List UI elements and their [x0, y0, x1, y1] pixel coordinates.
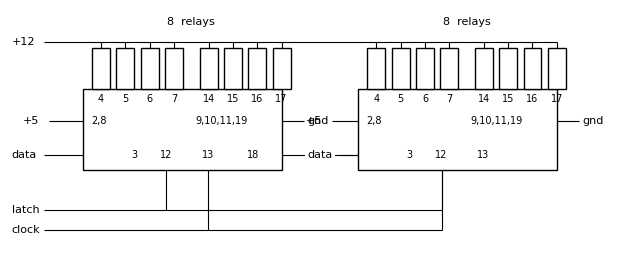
Bar [548, 48, 566, 89]
Text: +5: +5 [306, 116, 323, 126]
Text: 12: 12 [435, 150, 448, 160]
Text: 17: 17 [275, 94, 288, 104]
Text: 3: 3 [406, 150, 413, 160]
Bar [83, 89, 282, 170]
Bar [475, 48, 493, 89]
Text: 13: 13 [202, 150, 214, 160]
Text: 6: 6 [422, 94, 428, 104]
Text: 6: 6 [147, 94, 153, 104]
Text: 15: 15 [502, 94, 515, 104]
Text: 13: 13 [477, 150, 490, 160]
Text: 9,10,11,19: 9,10,11,19 [195, 116, 248, 126]
Bar [499, 48, 517, 89]
Bar [524, 48, 541, 89]
Bar [392, 48, 410, 89]
Bar [141, 48, 159, 89]
Text: 8  relays: 8 relays [168, 17, 215, 27]
Text: 2,8: 2,8 [91, 116, 106, 126]
Text: 5: 5 [122, 94, 129, 104]
Bar [92, 48, 110, 89]
Text: 7: 7 [171, 94, 177, 104]
Text: 15: 15 [227, 94, 239, 104]
Text: 2,8: 2,8 [366, 116, 381, 126]
Text: 14: 14 [202, 94, 215, 104]
Text: 12: 12 [160, 150, 173, 160]
Bar [165, 48, 183, 89]
Bar [416, 48, 434, 89]
Text: 4: 4 [98, 94, 104, 104]
Text: data: data [12, 150, 36, 160]
Bar [248, 48, 266, 89]
Text: gnd: gnd [307, 116, 328, 126]
Bar [367, 48, 385, 89]
Text: 3: 3 [131, 150, 138, 160]
Text: data: data [307, 150, 333, 160]
Bar [440, 48, 458, 89]
Text: 7: 7 [446, 94, 452, 104]
Text: 5: 5 [397, 94, 404, 104]
Bar [358, 89, 557, 170]
Bar [273, 48, 291, 89]
Bar [116, 48, 134, 89]
Text: 4: 4 [373, 94, 380, 104]
Text: 17: 17 [550, 94, 563, 104]
Bar [200, 48, 218, 89]
Text: 16: 16 [526, 94, 539, 104]
Text: 8  relays: 8 relays [443, 17, 490, 27]
Text: 16: 16 [251, 94, 264, 104]
Text: 9,10,11,19: 9,10,11,19 [470, 116, 523, 126]
Bar [224, 48, 242, 89]
Text: +12: +12 [12, 37, 35, 47]
Text: +5: +5 [23, 116, 40, 126]
Text: 18: 18 [246, 150, 259, 160]
Text: 14: 14 [477, 94, 490, 104]
Text: gnd: gnd [582, 116, 604, 126]
Text: latch: latch [12, 205, 39, 215]
Text: clock: clock [12, 225, 40, 235]
